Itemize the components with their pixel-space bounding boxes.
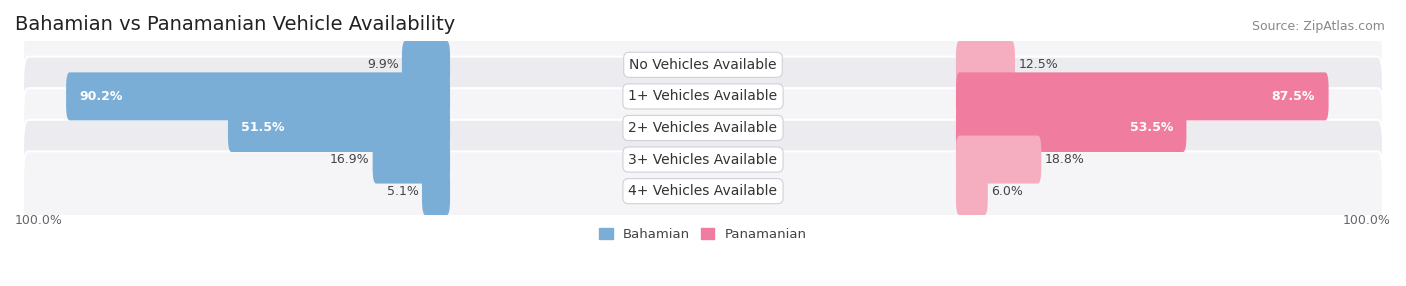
- Text: 3+ Vehicles Available: 3+ Vehicles Available: [628, 152, 778, 166]
- FancyBboxPatch shape: [22, 120, 1384, 199]
- Text: 90.2%: 90.2%: [80, 90, 122, 103]
- Text: 5.1%: 5.1%: [387, 185, 419, 198]
- FancyBboxPatch shape: [956, 104, 1187, 152]
- Text: 53.5%: 53.5%: [1129, 122, 1173, 134]
- Text: 100.0%: 100.0%: [15, 214, 63, 227]
- Text: 51.5%: 51.5%: [242, 122, 285, 134]
- Text: 1+ Vehicles Available: 1+ Vehicles Available: [628, 90, 778, 104]
- Text: 12.5%: 12.5%: [1018, 58, 1059, 71]
- Text: 2+ Vehicles Available: 2+ Vehicles Available: [628, 121, 778, 135]
- FancyBboxPatch shape: [66, 72, 450, 120]
- FancyBboxPatch shape: [22, 151, 1384, 231]
- Legend: Bahamian, Panamanian: Bahamian, Panamanian: [595, 223, 811, 247]
- FancyBboxPatch shape: [402, 41, 450, 89]
- Text: 6.0%: 6.0%: [991, 185, 1024, 198]
- Text: 18.8%: 18.8%: [1045, 153, 1084, 166]
- Text: 4+ Vehicles Available: 4+ Vehicles Available: [628, 184, 778, 198]
- Text: 16.9%: 16.9%: [329, 153, 370, 166]
- FancyBboxPatch shape: [956, 136, 1042, 184]
- FancyBboxPatch shape: [956, 167, 988, 215]
- Text: Source: ZipAtlas.com: Source: ZipAtlas.com: [1251, 20, 1385, 33]
- FancyBboxPatch shape: [422, 167, 450, 215]
- FancyBboxPatch shape: [228, 104, 450, 152]
- FancyBboxPatch shape: [22, 25, 1384, 105]
- FancyBboxPatch shape: [956, 72, 1329, 120]
- FancyBboxPatch shape: [22, 57, 1384, 136]
- Text: Bahamian vs Panamanian Vehicle Availability: Bahamian vs Panamanian Vehicle Availabil…: [15, 15, 456, 34]
- Text: No Vehicles Available: No Vehicles Available: [630, 58, 776, 72]
- Text: 9.9%: 9.9%: [367, 58, 398, 71]
- FancyBboxPatch shape: [373, 136, 450, 184]
- Text: 87.5%: 87.5%: [1272, 90, 1315, 103]
- Text: 100.0%: 100.0%: [1343, 214, 1391, 227]
- FancyBboxPatch shape: [22, 88, 1384, 168]
- FancyBboxPatch shape: [956, 41, 1015, 89]
